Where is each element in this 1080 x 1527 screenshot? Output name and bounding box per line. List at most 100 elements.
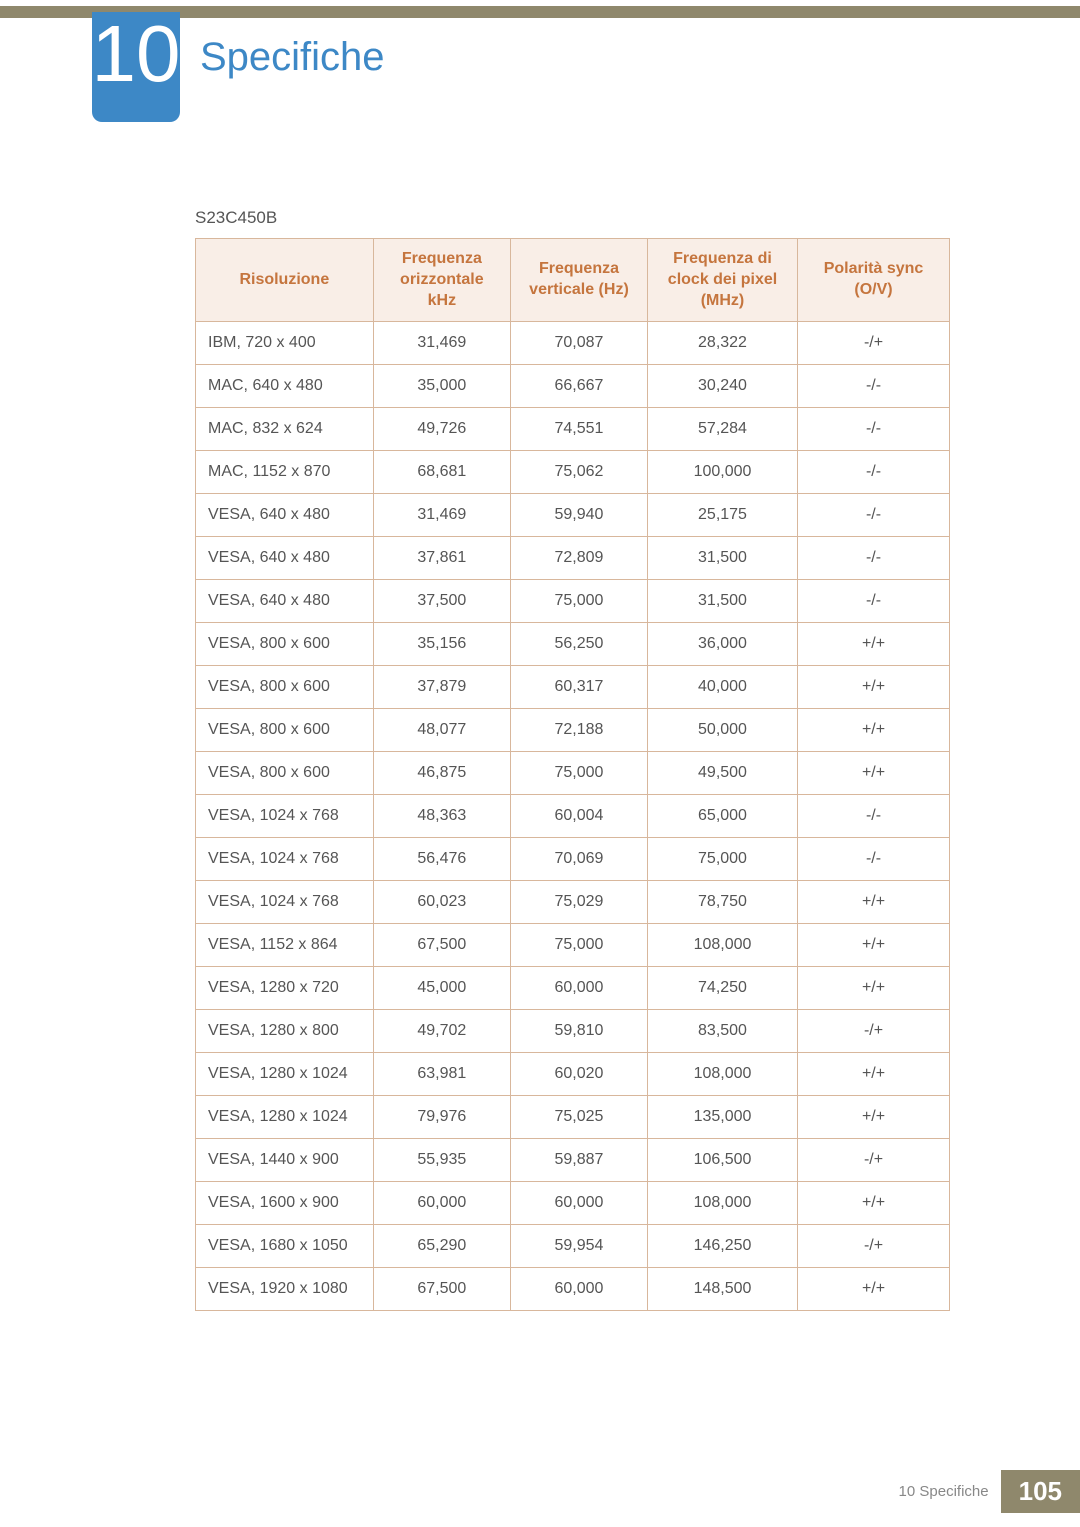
spec-table-head: Risoluzione FrequenzaorizzontalekHz Freq…	[196, 239, 950, 322]
cell-value: 49,500	[647, 752, 797, 795]
cell-value: 59,940	[511, 494, 648, 537]
cell-resolution: VESA, 1280 x 1024	[196, 1053, 374, 1096]
cell-value: +/+	[798, 666, 950, 709]
cell-value: +/+	[798, 752, 950, 795]
cell-value: 75,029	[511, 881, 648, 924]
cell-value: 31,500	[647, 580, 797, 623]
cell-value: +/+	[798, 924, 950, 967]
cell-value: 35,156	[373, 623, 510, 666]
cell-value: -/-	[798, 537, 950, 580]
cell-value: 50,000	[647, 709, 797, 752]
cell-value: -/+	[798, 1010, 950, 1053]
cell-value: 72,809	[511, 537, 648, 580]
cell-resolution: VESA, 1280 x 800	[196, 1010, 374, 1053]
cell-resolution: VESA, 1920 x 1080	[196, 1268, 374, 1311]
cell-value: 108,000	[647, 1053, 797, 1096]
cell-value: 60,000	[511, 967, 648, 1010]
cell-value: 28,322	[647, 322, 797, 365]
table-row: VESA, 800 x 60037,87960,31740,000+/+	[196, 666, 950, 709]
cell-resolution: VESA, 1600 x 900	[196, 1182, 374, 1225]
col-header-polarity: Polarità sync(O/V)	[798, 239, 950, 322]
cell-resolution: VESA, 800 x 600	[196, 709, 374, 752]
table-row: VESA, 1152 x 86467,50075,000108,000+/+	[196, 924, 950, 967]
cell-value: 35,000	[373, 365, 510, 408]
cell-resolution: VESA, 1280 x 1024	[196, 1096, 374, 1139]
table-row: VESA, 1024 x 76848,36360,00465,000-/-	[196, 795, 950, 838]
cell-resolution: VESA, 800 x 600	[196, 666, 374, 709]
cell-value: 108,000	[647, 1182, 797, 1225]
spec-table: Risoluzione FrequenzaorizzontalekHz Freq…	[195, 238, 950, 1311]
cell-value: +/+	[798, 709, 950, 752]
table-row: MAC, 832 x 62449,72674,55157,284-/-	[196, 408, 950, 451]
table-row: VESA, 1280 x 102479,97675,025135,000+/+	[196, 1096, 950, 1139]
chapter-number: 10	[92, 14, 181, 94]
table-row: VESA, 1600 x 90060,00060,000108,000+/+	[196, 1182, 950, 1225]
cell-value: -/-	[798, 365, 950, 408]
cell-value: -/+	[798, 1225, 950, 1268]
cell-value: -/+	[798, 322, 950, 365]
cell-value: +/+	[798, 623, 950, 666]
cell-value: 74,250	[647, 967, 797, 1010]
cell-value: 79,976	[373, 1096, 510, 1139]
cell-value: 37,879	[373, 666, 510, 709]
cell-value: 66,667	[511, 365, 648, 408]
cell-value: +/+	[798, 1182, 950, 1225]
cell-value: +/+	[798, 1096, 950, 1139]
cell-value: 40,000	[647, 666, 797, 709]
cell-value: 25,175	[647, 494, 797, 537]
table-row: VESA, 800 x 60046,87575,00049,500+/+	[196, 752, 950, 795]
table-row: VESA, 640 x 48037,86172,80931,500-/-	[196, 537, 950, 580]
cell-value: 83,500	[647, 1010, 797, 1053]
cell-value: 60,023	[373, 881, 510, 924]
cell-resolution: IBM, 720 x 400	[196, 322, 374, 365]
chapter-number-block: 10	[92, 12, 180, 122]
table-row: VESA, 1920 x 108067,50060,000148,500+/+	[196, 1268, 950, 1311]
footer-section-label: 10 Specifiche	[899, 1483, 989, 1500]
cell-value: 72,188	[511, 709, 648, 752]
cell-resolution: VESA, 1024 x 768	[196, 795, 374, 838]
cell-resolution: VESA, 640 x 480	[196, 580, 374, 623]
cell-value: 56,476	[373, 838, 510, 881]
table-row: VESA, 1280 x 72045,00060,00074,250+/+	[196, 967, 950, 1010]
cell-value: 59,954	[511, 1225, 648, 1268]
page-footer: 10 Specifiche 105	[899, 1470, 1080, 1513]
cell-value: 45,000	[373, 967, 510, 1010]
chapter-title: Specifiche	[200, 35, 385, 80]
cell-value: 63,981	[373, 1053, 510, 1096]
cell-value: +/+	[798, 967, 950, 1010]
cell-value: 60,004	[511, 795, 648, 838]
cell-value: 60,317	[511, 666, 648, 709]
cell-value: -/-	[798, 838, 950, 881]
cell-value: 148,500	[647, 1268, 797, 1311]
cell-value: 37,861	[373, 537, 510, 580]
table-row: VESA, 640 x 48037,50075,00031,500-/-	[196, 580, 950, 623]
cell-value: -/-	[798, 795, 950, 838]
cell-value: 36,000	[647, 623, 797, 666]
spec-table-body: IBM, 720 x 40031,46970,08728,322-/+ MAC, …	[196, 322, 950, 1311]
cell-resolution: VESA, 640 x 480	[196, 537, 374, 580]
cell-resolution: VESA, 1440 x 900	[196, 1139, 374, 1182]
table-row: IBM, 720 x 40031,46970,08728,322-/+	[196, 322, 950, 365]
cell-value: 78,750	[647, 881, 797, 924]
cell-value: 75,000	[647, 838, 797, 881]
table-row: VESA, 1280 x 80049,70259,81083,500-/+	[196, 1010, 950, 1053]
cell-resolution: VESA, 640 x 480	[196, 494, 374, 537]
cell-value: 74,551	[511, 408, 648, 451]
cell-value: 49,702	[373, 1010, 510, 1053]
cell-value: 30,240	[647, 365, 797, 408]
cell-value: 75,000	[511, 924, 648, 967]
table-row: MAC, 1152 x 87068,68175,062100,000-/-	[196, 451, 950, 494]
cell-resolution: MAC, 832 x 624	[196, 408, 374, 451]
cell-value: 31,469	[373, 322, 510, 365]
table-row: VESA, 640 x 48031,46959,94025,175-/-	[196, 494, 950, 537]
cell-resolution: MAC, 1152 x 870	[196, 451, 374, 494]
cell-resolution: VESA, 1280 x 720	[196, 967, 374, 1010]
cell-value: 65,000	[647, 795, 797, 838]
cell-value: +/+	[798, 1053, 950, 1096]
model-label: S23C450B	[195, 208, 277, 228]
cell-resolution: VESA, 1024 x 768	[196, 838, 374, 881]
cell-value: 106,500	[647, 1139, 797, 1182]
cell-value: 135,000	[647, 1096, 797, 1139]
cell-value: -/-	[798, 494, 950, 537]
cell-resolution: VESA, 800 x 600	[196, 623, 374, 666]
